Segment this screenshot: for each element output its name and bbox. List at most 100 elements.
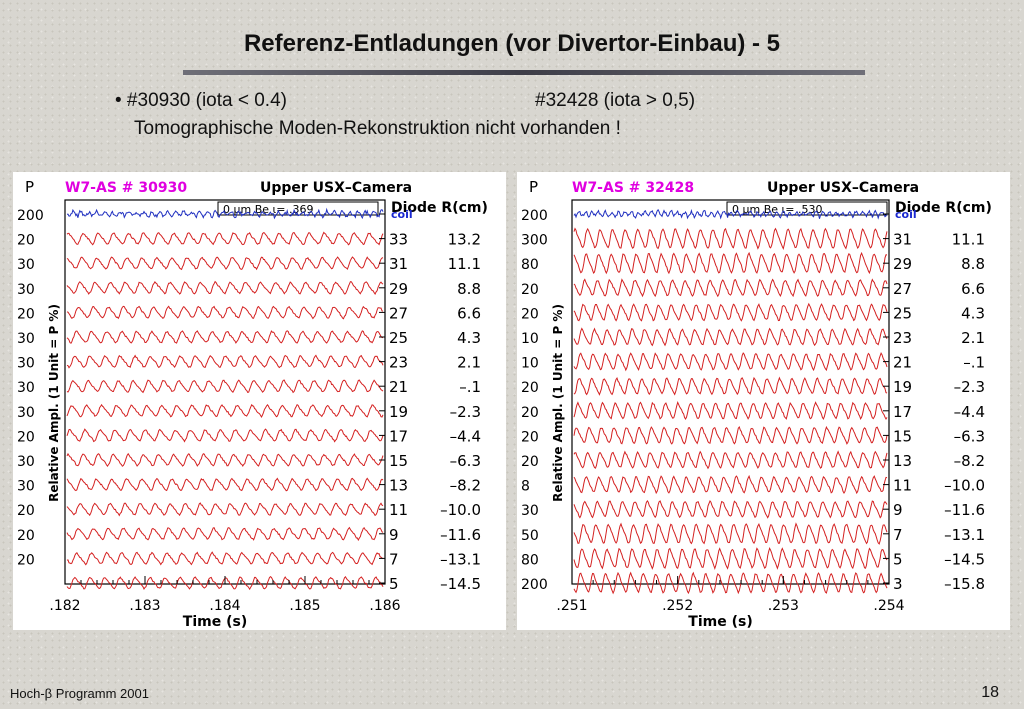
diode-radius: 11.1 xyxy=(448,255,481,273)
diode-trace xyxy=(66,354,384,369)
diode-number: 15 xyxy=(389,452,408,470)
diode-radius: 6.6 xyxy=(457,304,481,322)
diode-trace xyxy=(66,256,384,271)
x-axis-label: Time (s) xyxy=(688,614,752,630)
p-column-header: P xyxy=(25,178,34,196)
diode-trace xyxy=(573,571,888,595)
diode-radius: –15.8 xyxy=(944,575,985,593)
diode-radius: 2.1 xyxy=(961,329,985,347)
diode-trace xyxy=(573,327,888,347)
diode-trace xyxy=(573,227,888,251)
p-value: 8 xyxy=(521,479,530,495)
diode-trace xyxy=(573,474,888,495)
bullet-subline: Tomographische Moden-Rekonstruktion nich… xyxy=(134,118,621,139)
p-value: 30 xyxy=(17,257,35,273)
p-value: 30 xyxy=(17,405,35,421)
p-value: 20 xyxy=(17,233,35,249)
p-value: 20 xyxy=(17,528,35,544)
p-value: 30 xyxy=(521,503,539,519)
diode-radius: –14.5 xyxy=(440,575,481,593)
coil-trace xyxy=(573,208,888,220)
diode-number: 21 xyxy=(893,354,912,372)
p-value: 200 xyxy=(17,208,44,224)
diode-radius: 8.8 xyxy=(457,280,481,298)
diode-number: 7 xyxy=(389,550,399,568)
diode-radius: 8.8 xyxy=(961,255,985,273)
diode-trace xyxy=(66,477,384,492)
diode-number: 17 xyxy=(389,427,408,445)
diode-radius: –11.6 xyxy=(944,501,985,519)
p-value: 20 xyxy=(17,552,35,568)
diode-number: 29 xyxy=(893,255,912,273)
diode-number: 7 xyxy=(893,526,903,544)
diode-radius: 6.6 xyxy=(961,280,985,298)
diode-number: 29 xyxy=(389,280,408,298)
diode-number: 23 xyxy=(893,329,912,347)
p-value: 200 xyxy=(521,208,548,224)
diode-trace xyxy=(66,551,384,566)
p-value: 30 xyxy=(17,479,35,495)
diode-trace xyxy=(573,522,888,545)
p-value: 20 xyxy=(17,503,35,519)
diode-trace xyxy=(573,500,888,519)
diode-radius: –4.4 xyxy=(450,427,481,445)
diode-trace xyxy=(573,251,888,275)
diode-trace xyxy=(573,278,888,298)
diode-radius: 4.3 xyxy=(961,304,985,322)
diode-number: 25 xyxy=(893,304,912,322)
x-axis-label: Time (s) xyxy=(183,614,247,630)
p-value: 300 xyxy=(521,233,548,249)
diode-trace xyxy=(573,302,888,322)
p-value: 200 xyxy=(521,577,548,593)
camera-header: Upper USX–Camera xyxy=(260,180,412,196)
diode-number: 13 xyxy=(893,452,912,470)
p-value: 20 xyxy=(521,380,539,396)
diode-number: 15 xyxy=(893,427,912,445)
bullet-shot-30930: • #30930 (iota < 0.4) xyxy=(115,90,287,111)
diode-radius: –2.3 xyxy=(954,378,985,396)
p-value: 10 xyxy=(521,331,539,347)
diode-radius: –6.3 xyxy=(450,452,481,470)
plot-panel-left: P W7-AS # 30930 Upper USX–Camera Diode R(cm… xyxy=(13,172,506,630)
coil-trace xyxy=(66,207,384,220)
diode-trace xyxy=(573,425,888,445)
diode-number: 25 xyxy=(389,329,408,347)
y-axis-label: Relative Ampl. (1 Unit = P %) xyxy=(47,304,61,502)
diode-number: 31 xyxy=(389,255,408,273)
plot-svg-right: P W7-AS # 32428 Upper USX–Camera Diode R(cm… xyxy=(521,178,992,630)
coil-label: coil xyxy=(895,208,917,221)
p-value: 50 xyxy=(521,528,539,544)
footer-program: Hoch-β Programm 2001 xyxy=(10,686,149,701)
y-axis-label: Relative Ampl. (1 Unit = P %) xyxy=(551,304,565,502)
diode-number: 9 xyxy=(389,526,399,544)
parameter-label: 0 μm Be ι= .530 xyxy=(732,203,822,216)
x-tick-label: .251 xyxy=(556,598,587,614)
diode-number: 19 xyxy=(893,378,912,396)
bullet-shot-32428: #32428 (iota > 0,5) xyxy=(535,90,696,111)
p-value: 20 xyxy=(521,282,539,298)
p-value: 80 xyxy=(521,257,539,273)
diode-radius: 11.1 xyxy=(952,231,985,249)
diode-number: 3 xyxy=(893,575,903,593)
diode-number: 9 xyxy=(893,501,903,519)
shot-header: W7-AS # 30930 xyxy=(65,180,187,196)
diode-number: 17 xyxy=(893,403,912,421)
p-column-header: P xyxy=(529,178,538,196)
diode-trace xyxy=(66,403,384,419)
diode-radius: –6.3 xyxy=(954,427,985,445)
x-tick-label: .182 xyxy=(49,598,80,614)
diode-trace xyxy=(66,502,384,517)
p-value: 20 xyxy=(521,429,539,445)
diode-header: Diode R(cm) xyxy=(391,200,488,216)
p-value: 30 xyxy=(17,356,35,372)
diode-number: 13 xyxy=(389,477,408,495)
plot-svg-left: P W7-AS # 30930 Upper USX–Camera Diode R(cm… xyxy=(17,178,488,630)
coil-label: coil xyxy=(391,208,413,221)
diode-radius: –4.4 xyxy=(954,403,985,421)
x-tick-label: .254 xyxy=(873,598,904,614)
plot-panel-right: P W7-AS # 32428 Upper USX–Camera Diode R(cm… xyxy=(517,172,1010,630)
diode-trace xyxy=(66,330,384,344)
x-tick-label: .253 xyxy=(768,598,799,614)
p-value: 20 xyxy=(521,405,539,421)
diode-radius: –10.0 xyxy=(440,501,481,519)
